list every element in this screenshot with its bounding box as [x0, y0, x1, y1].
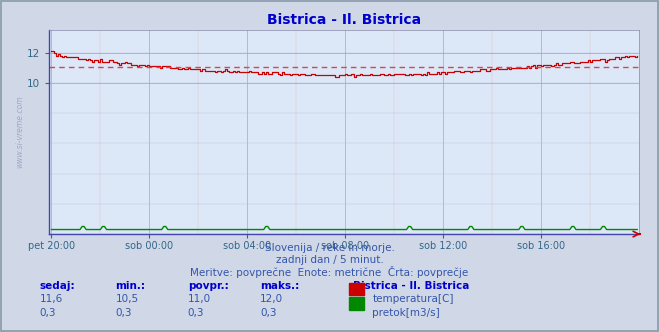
Text: povpr.:: povpr.: [188, 281, 229, 290]
Text: 0,3: 0,3 [40, 308, 56, 318]
Text: maks.:: maks.: [260, 281, 300, 290]
Title: Bistrica - Il. Bistrica: Bistrica - Il. Bistrica [268, 13, 421, 27]
Text: 0,3: 0,3 [115, 308, 132, 318]
Text: Bistrica - Il. Bistrica: Bistrica - Il. Bistrica [353, 281, 469, 290]
Text: min.:: min.: [115, 281, 146, 290]
Text: 11,6: 11,6 [40, 294, 63, 304]
Text: temperatura[C]: temperatura[C] [372, 294, 454, 304]
Text: 0,3: 0,3 [260, 308, 277, 318]
Text: www.si-vreme.com: www.si-vreme.com [15, 96, 24, 168]
Text: pretok[m3/s]: pretok[m3/s] [372, 308, 440, 318]
Text: Meritve: povprečne  Enote: metrične  Črta: povprečje: Meritve: povprečne Enote: metrične Črta:… [190, 266, 469, 278]
Text: zadnji dan / 5 minut.: zadnji dan / 5 minut. [275, 255, 384, 265]
Text: 12,0: 12,0 [260, 294, 283, 304]
Text: Slovenija / reke in morje.: Slovenija / reke in morje. [264, 243, 395, 253]
Text: 10,5: 10,5 [115, 294, 138, 304]
Text: 11,0: 11,0 [188, 294, 211, 304]
Text: sedaj:: sedaj: [40, 281, 75, 290]
Text: 0,3: 0,3 [188, 308, 204, 318]
